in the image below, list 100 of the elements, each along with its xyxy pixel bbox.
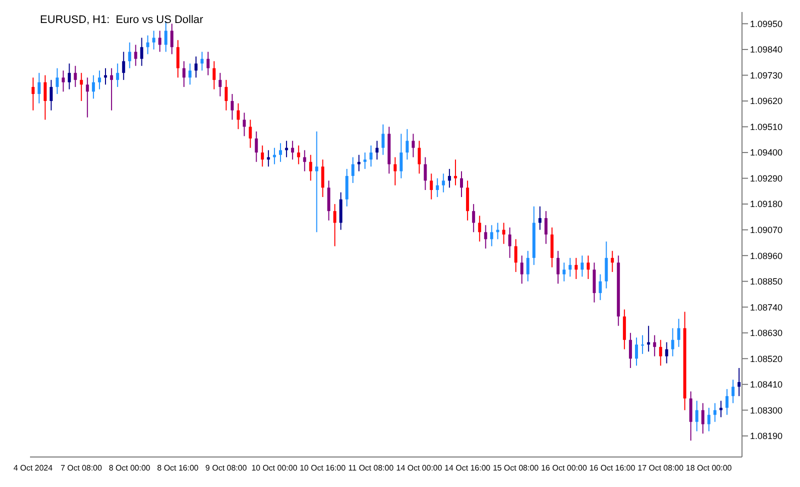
y-tick-label: 1.08520 (750, 354, 783, 364)
candlestick (370, 145, 372, 168)
candlestick (351, 156, 354, 184)
candlestick (514, 238, 518, 272)
y-tick-label: 1.09510 (750, 122, 783, 132)
candlestick (580, 255, 584, 278)
candlestick (647, 325, 650, 352)
candlestick (297, 145, 300, 165)
candlestick (56, 68, 59, 94)
candlestick (134, 44, 138, 66)
candlestick (641, 334, 644, 354)
candlestick (194, 56, 198, 78)
y-tick-label: 1.08190 (750, 431, 783, 442)
candlestick (665, 342, 668, 364)
candlestick (556, 250, 560, 284)
candlestick (236, 102, 240, 130)
x-tick-label: 16 Oct 00:00 (541, 464, 588, 473)
x-tick-label: 10 Oct 16:00 (300, 464, 346, 473)
y-tick-label: 1.08300 (750, 405, 783, 416)
candlestick (128, 42, 132, 69)
candlestick (98, 70, 101, 90)
candlestick (454, 159, 457, 186)
candlestick (701, 402, 704, 434)
candlestick (628, 332, 632, 368)
candlestick (303, 150, 306, 172)
candlestick (726, 388, 728, 416)
candlestick (484, 224, 488, 250)
candlestick (266, 150, 270, 168)
candlestick (333, 204, 336, 247)
x-tick-label: 18 Oct 00:00 (686, 464, 732, 473)
candlestick (86, 77, 89, 118)
candlestick (345, 168, 348, 207)
candlestick (460, 170, 464, 198)
candlestick (44, 74, 47, 120)
chart-title: EURUSD, H1: Euro vs US Dollar (40, 14, 204, 26)
candlestick (562, 262, 566, 282)
y-tick-label: 1.09070 (750, 225, 783, 236)
candlestick (394, 156, 397, 186)
candlestick (568, 257, 572, 278)
candlestick (424, 156, 427, 190)
candlestick (610, 250, 614, 272)
candlestick (622, 308, 626, 350)
candlestick (520, 255, 524, 284)
candlestick (406, 128, 409, 160)
candlestick (212, 60, 216, 90)
y-tick-label: 1.08630 (750, 328, 783, 338)
candlestick (544, 210, 548, 244)
candlestick (74, 65, 77, 88)
y-tick-label: 1.08850 (750, 276, 783, 287)
candlestick (291, 140, 294, 160)
candlestick (707, 407, 710, 432)
candlestick (110, 68, 114, 111)
candlestick (418, 140, 421, 174)
candlestick (254, 130, 258, 162)
y-tick-label: 1.09730 (750, 70, 783, 80)
candlestick (122, 51, 126, 80)
y-tick-label: 1.08960 (750, 250, 783, 261)
candlestick (550, 226, 554, 268)
y-tick-label: 1.09840 (750, 44, 783, 55)
candlestick (604, 241, 608, 289)
x-tick-label: 15 Oct 08:00 (492, 464, 540, 473)
candlestick (538, 206, 542, 230)
candlestick (671, 328, 674, 357)
y-tick-label: 1.09400 (750, 148, 783, 158)
candlestick (50, 79, 53, 111)
x-tick-label: 10 Oct 00:00 (251, 464, 298, 473)
candlestick (158, 30, 162, 52)
candlestick (278, 142, 282, 162)
x-tick-label: 8 Oct 00:00 (108, 464, 151, 473)
y-tick-label: 1.08410 (750, 380, 783, 390)
candlestick (466, 180, 470, 221)
candlestick (38, 72, 41, 104)
x-tick-label: 8 Oct 16:00 (157, 464, 200, 473)
x-tick-label: 14 Oct 16:00 (444, 464, 491, 473)
candlestick (339, 192, 342, 230)
candlestick (188, 63, 192, 86)
candlestick (146, 34, 150, 55)
candlestick (634, 337, 638, 366)
candlestick (436, 178, 439, 198)
candlestick (92, 74, 95, 100)
candlestick (182, 60, 186, 88)
x-tick-label: 17 Oct 08:00 (638, 464, 684, 473)
candlestick (677, 318, 680, 348)
x-tick-label: 14 Oct 00:00 (396, 464, 443, 473)
candlestick (206, 51, 210, 76)
candlestick (574, 257, 578, 280)
candlestick (526, 250, 530, 282)
x-tick-label: 11 Oct 08:00 (348, 464, 394, 473)
candlestick (309, 154, 312, 182)
candlestick (472, 204, 476, 233)
candlestick (400, 133, 403, 179)
candlestick (448, 168, 451, 188)
candlestick (689, 390, 692, 442)
x-tick-label: 4 Oct 2024 (13, 464, 54, 473)
y-tick-label: 1.09950 (750, 18, 783, 29)
candlestick (502, 222, 506, 244)
candlestick (592, 262, 596, 303)
x-tick-label: 9 Oct 08:00 (205, 464, 248, 473)
candlestick (508, 226, 512, 258)
candlestick (382, 124, 385, 156)
